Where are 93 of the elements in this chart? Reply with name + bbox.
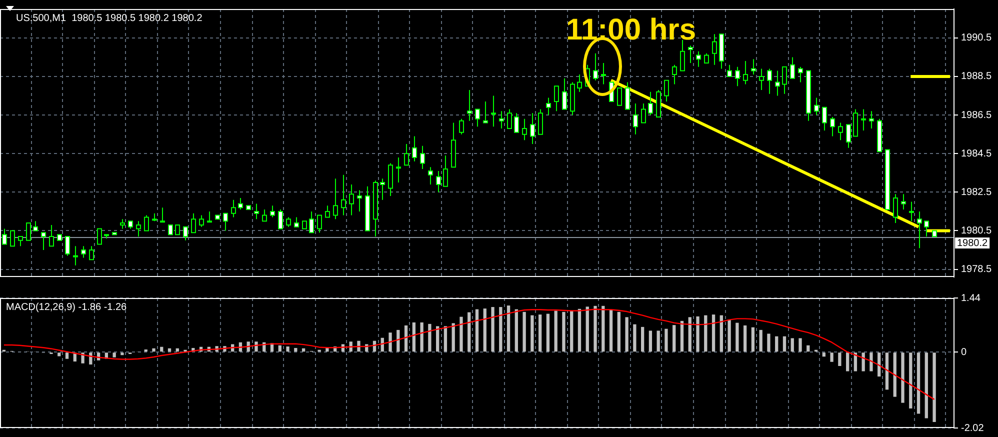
- y-tick-label: 1986.5: [961, 110, 992, 121]
- bar: [602, 306, 605, 352]
- bar: [688, 317, 692, 352]
- bar: [640, 326, 644, 352]
- bar: [499, 307, 502, 352]
- bar: [870, 352, 873, 372]
- bar: [388, 332, 392, 352]
- bar: [854, 352, 858, 372]
- bar: [878, 352, 881, 377]
- bar: [452, 323, 455, 352]
- bar: [775, 336, 778, 352]
- bar: [554, 310, 558, 352]
- bar: [546, 314, 550, 352]
- bar: [822, 352, 826, 357]
- bar: [522, 312, 526, 352]
- bar: [680, 320, 684, 352]
- bar: [112, 352, 116, 358]
- bar: [790, 338, 794, 352]
- bar: [475, 309, 479, 352]
- bar: [428, 324, 432, 352]
- y-tick-label: -2.02: [961, 422, 984, 434]
- bar: [656, 330, 660, 352]
- bar: [672, 325, 676, 352]
- bar: [838, 352, 842, 366]
- y-tick-label: 1982.5: [961, 186, 992, 198]
- bar: [916, 352, 920, 414]
- bar: [570, 310, 574, 352]
- bar: [728, 319, 731, 352]
- chart-title: US.500,M1 1980.5 1980.5 1980.2 1980.2: [16, 12, 203, 24]
- bar: [530, 315, 534, 352]
- bar: [806, 345, 810, 352]
- bar: [609, 310, 613, 352]
- bar: [664, 328, 668, 352]
- y-tick-label: 1980.5: [961, 225, 992, 236]
- bar: [326, 348, 329, 352]
- chart-title: MACD(12,26,9) -1.86 -1.26: [6, 302, 128, 313]
- bar: [278, 345, 282, 352]
- bar: [444, 326, 448, 352]
- bar: [617, 312, 620, 352]
- bar: [491, 307, 494, 352]
- bar: [357, 340, 360, 352]
- y-tick-label: 1990.5: [961, 32, 992, 44]
- y-tick-label: 1.44: [961, 292, 981, 304]
- y-tick-label: 1988.5: [961, 71, 992, 82]
- bar: [468, 312, 471, 352]
- annotation: 11:00 hrs: [566, 13, 696, 46]
- bar: [586, 306, 589, 352]
- y-tick-label: 1984.5: [961, 148, 992, 160]
- y-tick-label: 1978.5: [961, 264, 992, 276]
- bar: [514, 309, 518, 352]
- bar: [712, 314, 716, 352]
- bar: [932, 352, 936, 422]
- bar: [862, 352, 865, 372]
- bar: [160, 346, 164, 352]
- bar: [736, 322, 739, 352]
- bar: [294, 348, 298, 352]
- bar: [909, 352, 912, 408]
- bar: [767, 334, 770, 352]
- bar: [483, 308, 486, 352]
- bar: [286, 346, 290, 352]
- bar: [58, 352, 61, 356]
- bar: [751, 327, 755, 352]
- bar: [506, 306, 510, 352]
- bar: [460, 316, 463, 352]
- bar: [743, 325, 747, 352]
- bar: [436, 326, 440, 352]
- bar: [152, 348, 156, 352]
- bar: [720, 315, 723, 352]
- bar: [846, 352, 850, 372]
- bar: [420, 322, 424, 352]
- bar: [830, 352, 834, 362]
- bar: [648, 330, 652, 352]
- bar: [578, 308, 582, 352]
- bar: [633, 324, 636, 352]
- bar: [893, 352, 896, 397]
- bar: [404, 325, 408, 352]
- bar: [696, 316, 700, 352]
- bar: [924, 352, 928, 418]
- bar: [798, 338, 802, 352]
- bar: [782, 336, 786, 352]
- bar: [885, 352, 889, 390]
- bar: [704, 315, 708, 352]
- bar: [594, 306, 597, 352]
- bar: [538, 314, 542, 352]
- ref-line-label: 1980.2: [957, 238, 988, 249]
- bar: [65, 352, 69, 359]
- bar: [901, 352, 904, 403]
- bar: [759, 330, 762, 352]
- bar: [625, 317, 628, 352]
- y-tick-label: 0: [961, 346, 967, 358]
- bar: [120, 352, 124, 356]
- bar: [412, 322, 416, 352]
- bar: [562, 312, 566, 352]
